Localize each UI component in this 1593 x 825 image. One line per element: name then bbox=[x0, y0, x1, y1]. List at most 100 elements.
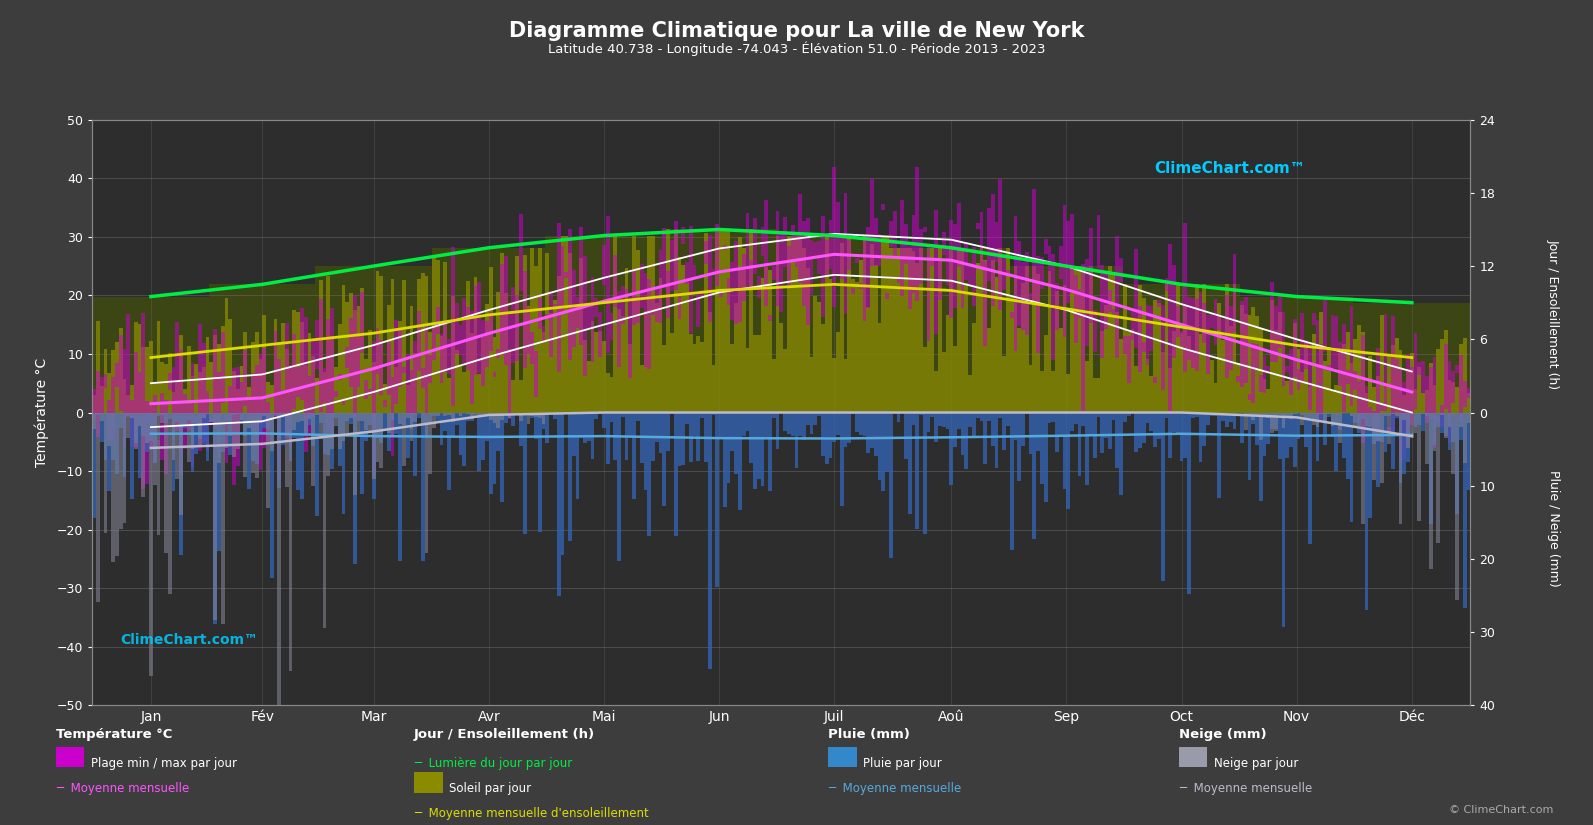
Bar bbox=[436, 412, 440, 416]
Bar bbox=[1055, 283, 1059, 330]
Bar bbox=[1007, 248, 1010, 412]
Bar bbox=[1161, 412, 1164, 581]
Bar bbox=[1380, 303, 1383, 412]
Bar bbox=[161, 296, 164, 412]
Bar bbox=[1294, 296, 1297, 412]
Bar bbox=[870, 236, 875, 412]
Bar bbox=[156, 321, 161, 412]
Bar bbox=[1172, 285, 1176, 412]
Bar bbox=[647, 236, 652, 412]
Bar bbox=[621, 412, 624, 417]
Bar bbox=[131, 412, 134, 418]
Bar bbox=[545, 412, 550, 442]
Bar bbox=[379, 412, 382, 468]
Bar bbox=[451, 412, 456, 437]
Bar bbox=[988, 412, 991, 422]
Bar bbox=[1104, 273, 1107, 328]
Bar bbox=[269, 412, 274, 578]
Bar bbox=[1270, 299, 1274, 412]
Bar bbox=[1137, 412, 1142, 448]
Bar bbox=[198, 372, 202, 412]
Bar bbox=[632, 236, 636, 412]
Bar bbox=[1055, 266, 1059, 412]
Bar bbox=[1258, 412, 1263, 440]
Bar bbox=[569, 412, 572, 541]
Bar bbox=[674, 229, 677, 412]
Bar bbox=[1308, 296, 1311, 412]
Bar bbox=[949, 248, 953, 412]
Bar bbox=[746, 213, 749, 288]
Bar bbox=[1150, 412, 1153, 431]
Bar bbox=[436, 412, 440, 421]
Bar bbox=[338, 374, 341, 380]
Bar bbox=[545, 314, 550, 319]
Bar bbox=[1324, 412, 1327, 422]
Bar bbox=[889, 236, 892, 412]
Bar bbox=[1168, 412, 1172, 458]
Text: Plage min / max par jour: Plage min / max par jour bbox=[91, 757, 237, 770]
Bar bbox=[922, 346, 927, 412]
Bar bbox=[221, 285, 225, 412]
Bar bbox=[1443, 344, 1448, 409]
Bar bbox=[379, 266, 382, 412]
Bar bbox=[1153, 299, 1157, 412]
Bar bbox=[217, 345, 221, 412]
Bar bbox=[757, 276, 760, 298]
Bar bbox=[244, 412, 247, 436]
Bar bbox=[919, 248, 922, 412]
Bar bbox=[530, 412, 534, 418]
Bar bbox=[1040, 266, 1043, 412]
Bar bbox=[938, 259, 941, 300]
Bar bbox=[572, 311, 575, 412]
Bar bbox=[274, 331, 277, 417]
Bar bbox=[734, 304, 738, 412]
Bar bbox=[456, 303, 459, 354]
Bar bbox=[172, 412, 175, 460]
Bar bbox=[368, 331, 371, 412]
Bar bbox=[1233, 285, 1236, 412]
Bar bbox=[1180, 285, 1184, 412]
Bar bbox=[346, 412, 349, 433]
Bar bbox=[1278, 312, 1282, 412]
Bar bbox=[738, 229, 742, 412]
Bar bbox=[715, 224, 718, 286]
Bar bbox=[515, 256, 519, 412]
Bar bbox=[225, 412, 228, 421]
Bar bbox=[164, 365, 167, 412]
Bar bbox=[213, 335, 217, 412]
Bar bbox=[371, 341, 376, 474]
Bar bbox=[946, 248, 949, 285]
Bar bbox=[1164, 278, 1168, 291]
Bar bbox=[757, 229, 760, 412]
Bar bbox=[1032, 412, 1035, 539]
Bar bbox=[820, 216, 825, 317]
Bar bbox=[360, 266, 365, 412]
Bar bbox=[1078, 266, 1082, 412]
Bar bbox=[1021, 262, 1024, 330]
Bar bbox=[354, 266, 357, 412]
Bar bbox=[1024, 266, 1029, 412]
Bar bbox=[734, 412, 738, 474]
Bar bbox=[1093, 412, 1096, 459]
Bar bbox=[96, 412, 100, 601]
Bar bbox=[1209, 360, 1214, 412]
Bar bbox=[1142, 342, 1145, 352]
Bar bbox=[1168, 244, 1172, 411]
Bar bbox=[217, 412, 221, 551]
Bar bbox=[742, 229, 746, 412]
Bar bbox=[1239, 296, 1244, 412]
Bar bbox=[836, 202, 840, 276]
Bar bbox=[723, 244, 726, 251]
Bar bbox=[274, 412, 277, 417]
Bar bbox=[304, 285, 307, 412]
Bar bbox=[999, 248, 1002, 412]
Bar bbox=[1467, 394, 1470, 412]
Bar bbox=[930, 259, 933, 266]
Bar bbox=[440, 412, 443, 445]
Bar bbox=[341, 412, 346, 441]
Bar bbox=[836, 236, 840, 412]
Bar bbox=[142, 346, 145, 412]
Bar bbox=[330, 309, 335, 433]
Bar bbox=[1286, 296, 1289, 412]
Bar bbox=[1395, 338, 1399, 412]
